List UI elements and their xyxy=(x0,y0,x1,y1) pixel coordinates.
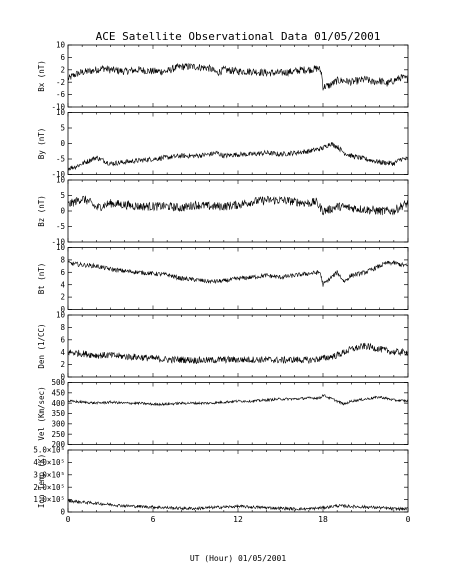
y-tick-label: -10 xyxy=(51,238,65,247)
panel-5: 10 8 6 4 2 0 Den (1/CC) xyxy=(37,311,409,382)
y-tick-label: -5 xyxy=(56,155,65,164)
series-line xyxy=(67,141,409,171)
y-tick-label: 2 xyxy=(60,360,65,369)
y-tick-label: -2 xyxy=(56,78,65,87)
x-tick-label: 12 xyxy=(233,515,243,524)
series-line xyxy=(67,195,409,216)
x-tick-label: 0 xyxy=(66,515,71,524)
y-tick-label: 10 xyxy=(56,108,66,117)
series-line xyxy=(67,394,409,407)
y-tick-label: -10 xyxy=(51,170,65,179)
y-tick-label: 5.0×10⁵ xyxy=(33,446,65,455)
y-tick-label: 200 xyxy=(51,440,65,449)
y-tick-label: 250 xyxy=(51,430,65,439)
y-tick-label: 10 xyxy=(56,176,66,185)
y-tick-label: 0 xyxy=(60,508,65,517)
y-tick-label: -10 xyxy=(51,103,65,112)
panel-2: 10 5 0 -5 -10 By (nT) xyxy=(37,108,409,179)
chart-title: ACE Satellite Observational Data 01/05/2… xyxy=(96,30,381,43)
y-tick-label: 400 xyxy=(51,399,65,408)
panel-7: 5.0×10⁵ 4.0×10⁵ 3.0×10⁵ 2.0×10⁵ 1.0×10⁵ 0 Ion … xyxy=(33,446,409,517)
series-line xyxy=(67,260,409,287)
y-axis-label: Den (1/CC) xyxy=(37,323,46,368)
y-tick-label: -5 xyxy=(56,222,65,231)
y-axis-label: Vel (Km/sec) xyxy=(37,386,46,440)
y-tick-label: 2 xyxy=(60,65,65,74)
y-tick-label: 6 xyxy=(60,53,65,62)
y-tick-label: 450 xyxy=(51,388,65,397)
panel-frame xyxy=(67,382,409,445)
series-line xyxy=(67,62,409,91)
y-tick-label: -6 xyxy=(56,90,66,99)
x-tick-label: 0 xyxy=(406,515,411,524)
y-tick-label: 1.0×10⁵ xyxy=(33,495,65,504)
y-tick-label: 8 xyxy=(60,323,65,332)
y-tick-label: 4.0×10⁵ xyxy=(33,458,65,467)
y-axis-label: Ion Temp (K) xyxy=(37,454,46,508)
y-axis-label: Bt (nT) xyxy=(37,263,46,295)
y-tick-label: 300 xyxy=(51,419,65,428)
y-tick-label: 10 xyxy=(56,243,66,252)
panel-frame xyxy=(67,449,409,513)
y-tick-label: 0 xyxy=(60,373,65,382)
y-tick-label: 0 xyxy=(60,207,65,216)
y-tick-label: 5 xyxy=(60,124,65,133)
x-axis-label: UT (Hour) 01/05/2001 xyxy=(190,554,287,563)
y-tick-label: 4 xyxy=(60,280,65,289)
y-axis-label: Bz (nT) xyxy=(37,195,46,227)
x-tick-labels: 0 6 12 18 0 xyxy=(66,515,411,524)
panel-frame xyxy=(67,44,409,108)
y-axis-label: By (nT) xyxy=(37,128,46,160)
x-tick-label: 18 xyxy=(318,515,328,524)
panel-3: 10 5 0 -5 -10 Bz (nT) xyxy=(37,176,409,247)
panel-4: 10 8 6 4 2 0 Bt (nT) xyxy=(37,243,409,314)
panels: 10 6 2 -2 -6 -10 Bx (nT) 10 5 0 -5 -10 By (nT) 10 5 0 -5… xyxy=(33,41,409,517)
series-line xyxy=(67,498,409,512)
y-tick-label: 8 xyxy=(60,256,65,265)
y-tick-label: 350 xyxy=(51,409,65,418)
y-tick-label: 4 xyxy=(60,348,65,357)
y-tick-label: 3.0×10⁵ xyxy=(33,470,65,479)
y-tick-label: 6 xyxy=(60,268,65,277)
y-tick-label: 2 xyxy=(60,293,65,302)
y-tick-label: 2.0×10⁵ xyxy=(33,483,65,492)
series-line xyxy=(67,342,409,365)
y-tick-label: 6 xyxy=(60,335,65,344)
y-tick-label: 5 xyxy=(60,191,65,200)
y-tick-label: 0 xyxy=(60,305,65,314)
panel-1: 10 6 2 -2 -6 -10 Bx (nT) xyxy=(37,41,409,112)
y-tick-label: 10 xyxy=(56,311,66,320)
panel-frame xyxy=(67,112,409,175)
y-axis-label: Bx (nT) xyxy=(37,60,46,92)
y-tick-label: 10 xyxy=(56,41,66,50)
x-tick-label: 6 xyxy=(151,515,156,524)
y-tick-label: 0 xyxy=(60,139,65,148)
y-tick-label: 500 xyxy=(51,378,65,387)
panel-frame xyxy=(67,314,409,378)
